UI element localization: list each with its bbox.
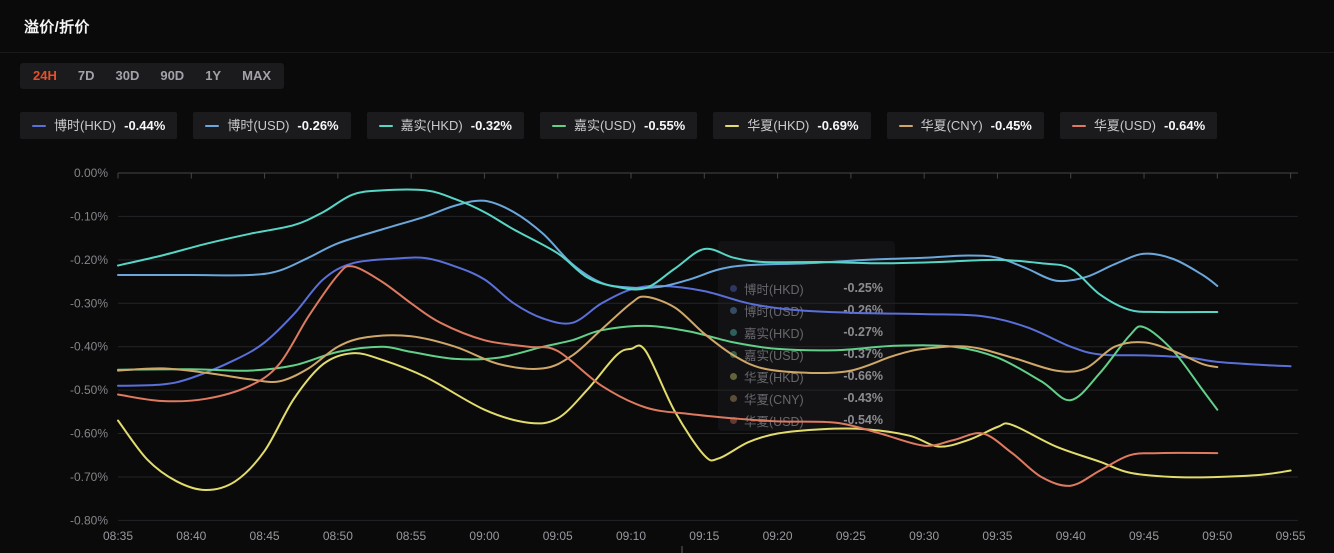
- x-axis-label: 09:30: [909, 529, 939, 543]
- x-axis-label: 08:35: [103, 529, 133, 543]
- x-axis-label: 08:45: [250, 529, 280, 543]
- y-axis-label: -0.80%: [70, 513, 108, 527]
- series-line-华夏(USD): [117, 265, 1219, 487]
- tab-90d[interactable]: 90D: [160, 68, 185, 83]
- x-axis-label: 09:10: [616, 529, 646, 543]
- tooltip-row: 华夏(HKD) -0.66%: [730, 365, 883, 387]
- y-axis-label: -0.10%: [70, 209, 108, 223]
- legend-item-4[interactable]: 嘉实(USD) -0.55%: [539, 112, 698, 139]
- tooltip-series-name: 嘉实(HKD): [744, 326, 804, 341]
- x-axis-label: 09:05: [543, 529, 573, 543]
- series-line-华夏(HKD): [117, 344, 1292, 491]
- tooltip-ghost: 博时(HKD) -0.25% 博时(USD) -0.26% 嘉实(HKD) -0.27% 嘉…: [718, 241, 895, 431]
- legend-series-name: 华夏(USD): [1093, 118, 1156, 133]
- legend-item-5[interactable]: 华夏(HKD) -0.69%: [713, 112, 871, 139]
- series-line-marker: [898, 124, 913, 127]
- legend-item-2[interactable]: 博时(USD) -0.26%: [193, 112, 351, 139]
- tooltip-row: 华夏(CNY) -0.43%: [730, 387, 883, 409]
- tooltip-row: 博时(HKD) -0.25%: [730, 277, 883, 299]
- y-axis-label: 0.00%: [74, 166, 108, 180]
- tooltip-series-name: 博时(USD): [744, 304, 804, 319]
- x-axis-label: 09:00: [469, 529, 499, 543]
- tooltip-series-dot: [730, 306, 737, 314]
- x-axis-label: 08:55: [396, 529, 426, 543]
- legend-series-name: 博时(HKD): [54, 118, 117, 133]
- legend-series-value: -0.44%: [124, 118, 166, 133]
- tooltip-series-dot: [730, 372, 737, 380]
- series-line-marker: [1071, 124, 1086, 127]
- legend-item-7[interactable]: 华夏(USD) -0.64%: [1059, 112, 1218, 139]
- legend-series-name: 嘉实(USD): [573, 118, 637, 133]
- legend-item-1[interactable]: 博时(HKD) -0.44%: [20, 112, 178, 139]
- page-title: 溢价/折价: [24, 19, 90, 36]
- y-axis-label: -0.60%: [70, 427, 108, 441]
- series-line-marker: [205, 124, 220, 127]
- y-axis-label: -0.50%: [70, 383, 108, 397]
- y-axis-label: -0.70%: [70, 470, 108, 484]
- tooltip-series-dot: [730, 394, 737, 402]
- legend-series-value: -0.69%: [817, 118, 859, 133]
- x-axis-label: 09:45: [1129, 529, 1159, 543]
- legend-item-6[interactable]: 华夏(CNY) -0.45%: [886, 112, 1044, 139]
- series-line-博时(HKD): [117, 256, 1292, 387]
- legend-item-3[interactable]: 嘉实(HKD) -0.32%: [366, 112, 524, 139]
- legend-series-value: -0.64%: [1163, 118, 1206, 133]
- x-axis-label: 09:35: [982, 529, 1012, 543]
- legend-series-name: 嘉实(HKD): [400, 118, 463, 133]
- tooltip-series-dot: [730, 350, 737, 358]
- tooltip-series-value: -0.54%: [843, 413, 883, 427]
- tooltip-series-value: -0.27%: [843, 325, 883, 339]
- legend-series-name: 华夏(CNY): [920, 118, 983, 133]
- tooltip-series-value: -0.43%: [843, 391, 883, 405]
- header-divider: [0, 52, 1334, 53]
- y-axis-label: -0.30%: [70, 296, 108, 310]
- tooltip-series-dot: [730, 284, 737, 292]
- time-range-tab-bar: 24H 7D 30D 90D 1Y MAX: [20, 63, 284, 89]
- tab-1y[interactable]: 1Y: [205, 68, 222, 83]
- tooltip-series-dot: [730, 416, 737, 424]
- series-line-marker: [32, 124, 46, 127]
- y-axis-label: -0.20%: [70, 253, 108, 267]
- tooltip-row: 嘉实(USD) -0.37%: [730, 343, 883, 365]
- tooltip-row: 嘉实(HKD) -0.27%: [730, 321, 883, 343]
- series-line-marker: [378, 124, 393, 127]
- legend-series-value: -0.45%: [990, 118, 1032, 133]
- x-axis-label: 09:20: [763, 529, 793, 543]
- x-axis-label: 08:50: [323, 529, 353, 543]
- series-line-marker: [725, 124, 740, 127]
- tooltip-series-name: 华夏(CNY): [744, 392, 804, 407]
- legend-series-value: -0.26%: [297, 118, 339, 133]
- tooltip-series-value: -0.37%: [843, 347, 883, 361]
- tab-7d[interactable]: 7D: [77, 68, 95, 83]
- x-axis-label: 08:40: [176, 529, 206, 543]
- tab-30d[interactable]: 30D: [115, 68, 140, 83]
- legend-series-value: -0.32%: [470, 118, 512, 133]
- series-line-marker: [551, 124, 566, 127]
- tab-24h[interactable]: 24H: [33, 68, 57, 83]
- tab-max[interactable]: MAX: [242, 68, 271, 83]
- chart-legend: 博时(HKD) -0.44% 博时(USD) -0.26% 嘉实(HKD) -0.32% 嘉…: [20, 112, 1218, 139]
- tooltip-series-value: -0.25%: [843, 281, 883, 295]
- x-axis-label: 09:40: [1056, 529, 1086, 543]
- tooltip-series-value: -0.66%: [843, 369, 883, 383]
- legend-series-value: -0.55%: [644, 118, 686, 133]
- legend-series-name: 博时(USD): [227, 118, 290, 133]
- tooltip-series-name: 博时(HKD): [744, 282, 804, 297]
- x-axis-label: 09:15: [689, 529, 719, 543]
- legend-series-name: 华夏(HKD): [747, 118, 810, 133]
- x-axis-label: 09:55: [1276, 529, 1306, 543]
- tooltip-series-name: 华夏(HKD): [744, 370, 804, 385]
- y-axis-label: -0.40%: [70, 340, 108, 354]
- tooltip-series-dot: [730, 328, 737, 336]
- series-line-嘉实(HKD): [117, 188, 1219, 314]
- x-axis-label: 09:25: [836, 529, 866, 543]
- tooltip-series-name: 嘉实(USD): [744, 348, 804, 363]
- x-axis-label: 09:50: [1202, 529, 1232, 543]
- series-line-华夏(CNY): [117, 295, 1219, 384]
